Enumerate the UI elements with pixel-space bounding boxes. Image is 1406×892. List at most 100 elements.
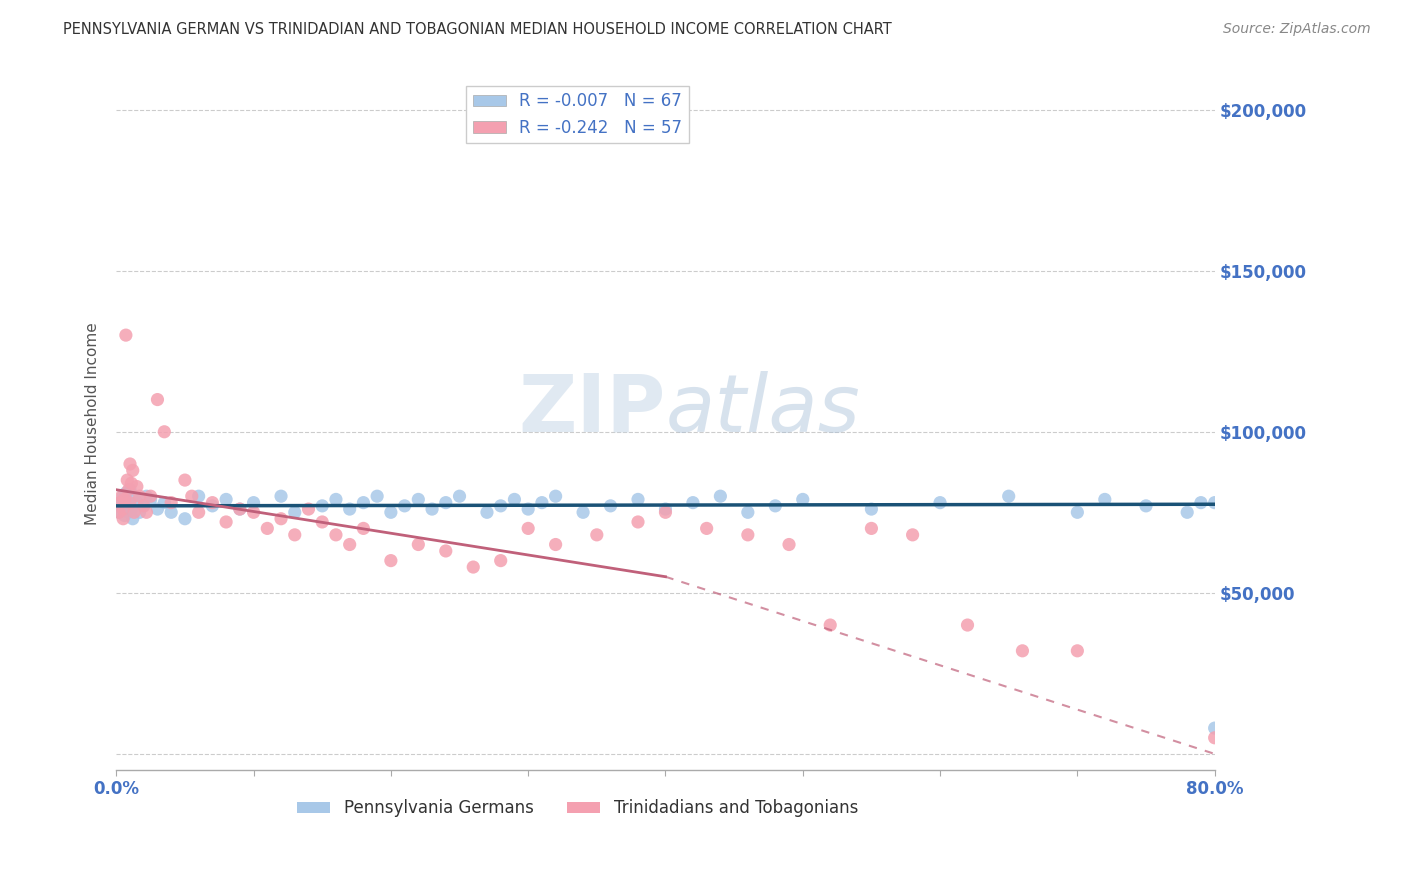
Point [187,505,209,519]
Point [654,502,676,516]
Point [544,537,567,551]
Point [956,618,979,632]
Point [132,499,155,513]
Point [352,521,374,535]
Point [709,489,731,503]
Point [112,502,135,516]
Point [517,502,540,516]
Point [420,502,443,516]
Point [503,492,526,507]
Point [1204,721,1226,735]
Point [352,495,374,509]
Point [929,495,952,509]
Point [1135,499,1157,513]
Point [270,489,292,503]
Point [763,499,786,513]
Point [449,489,471,503]
Point [1175,505,1198,519]
Point [284,528,307,542]
Point [463,560,485,574]
Point [114,492,136,507]
Point [517,521,540,535]
Point [215,515,238,529]
Point [117,483,139,497]
Point [114,508,136,523]
Point [1066,644,1088,658]
Point [325,492,347,507]
Point [110,495,132,509]
Text: Source: ZipAtlas.com: Source: ZipAtlas.com [1223,22,1371,37]
Point [380,553,402,567]
Text: PENNSYLVANIA GERMAN VS TRINIDADIAN AND TOBAGONIAN MEDIAN HOUSEHOLD INCOME CORREL: PENNSYLVANIA GERMAN VS TRINIDADIAN AND T… [63,22,891,37]
Point [818,618,841,632]
Point [146,392,169,407]
Point [242,505,264,519]
Point [118,483,141,497]
Point [901,528,924,542]
Point [530,495,553,509]
Point [339,537,361,551]
Point [153,425,176,439]
Text: ZIP: ZIP [519,371,665,449]
Point [118,457,141,471]
Point [121,512,143,526]
Point [737,528,759,542]
Point [111,489,134,503]
Legend: Pennsylvania Germans, Trinidadians and Tobagonians: Pennsylvania Germans, Trinidadians and T… [291,793,865,824]
Point [242,495,264,509]
Point [174,512,197,526]
Point [187,489,209,503]
Point [489,499,512,513]
Point [122,505,145,519]
Point [297,502,319,516]
Point [599,499,621,513]
Point [120,502,142,516]
Point [997,489,1019,503]
Point [229,502,252,516]
Point [108,505,131,519]
Point [585,528,607,542]
Point [339,502,361,516]
Point [115,492,138,507]
Point [434,544,457,558]
Point [180,489,202,503]
Point [325,528,347,542]
Point [408,537,430,551]
Point [229,502,252,516]
Point [125,495,148,509]
Point [792,492,814,507]
Point [153,495,176,509]
Point [366,489,388,503]
Point [475,505,498,519]
Point [394,499,416,513]
Point [117,473,139,487]
Point [111,499,134,513]
Point [572,505,595,519]
Point [146,502,169,516]
Point [1204,495,1226,509]
Point [408,492,430,507]
Point [256,521,278,535]
Point [132,499,155,513]
Point [1094,492,1116,507]
Point [115,328,138,343]
Point [860,521,883,535]
Point [125,479,148,493]
Point [108,505,131,519]
Point [654,505,676,519]
Point [128,489,150,503]
Point [1011,644,1033,658]
Point [627,515,650,529]
Point [737,505,759,519]
Point [135,489,157,503]
Point [1204,731,1226,745]
Point [174,473,197,487]
Point [139,492,162,507]
Point [118,499,141,513]
Point [1066,505,1088,519]
Point [118,495,141,509]
Point [489,553,512,567]
Point [112,512,135,526]
Point [215,492,238,507]
Point [201,499,224,513]
